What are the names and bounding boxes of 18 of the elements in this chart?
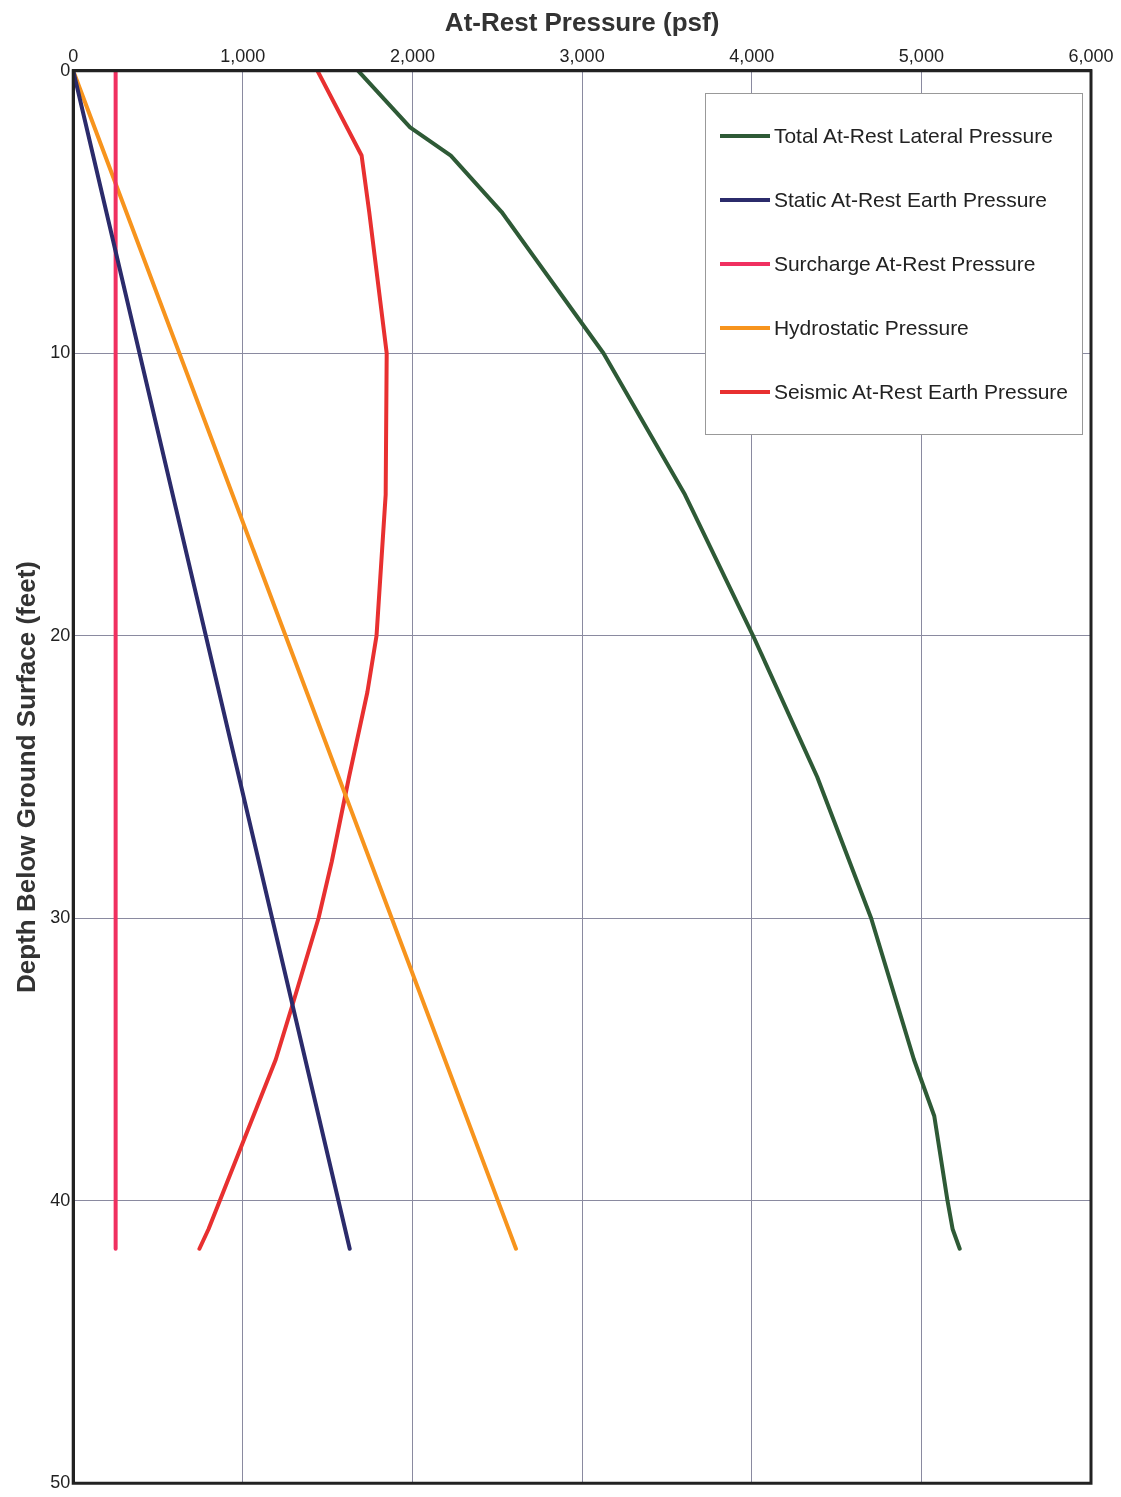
legend-label: Hydrostatic Pressure (773, 315, 969, 340)
y-tick-label: 20 (50, 624, 71, 645)
y-tick-label: 10 (50, 342, 71, 363)
x-tick-label: 2,000 (389, 45, 435, 66)
legend-label: Total At-Rest Lateral Pressure (773, 123, 1053, 148)
x-tick-label: 5,000 (898, 45, 944, 66)
y-tick-label: 50 (50, 1472, 71, 1493)
y-tick-label: 40 (50, 1189, 71, 1210)
y-tick-label: 30 (50, 907, 71, 928)
x-tick-label: 1,000 (220, 45, 266, 66)
x-tick-label: 6,000 (1068, 45, 1114, 66)
x-axis-title: At-Rest Pressure (psf) (444, 6, 720, 37)
y-axis-title: Depth Below Ground Surface (feet) (10, 561, 41, 993)
x-tick-label: 3,000 (559, 45, 605, 66)
x-tick-label: 4,000 (729, 45, 775, 66)
legend-label: Static At-Rest Earth Pressure (773, 187, 1048, 212)
legend-label: Seismic At-Rest Earth Pressure (773, 379, 1068, 404)
legend-label: Surcharge At-Rest Pressure (773, 251, 1036, 276)
